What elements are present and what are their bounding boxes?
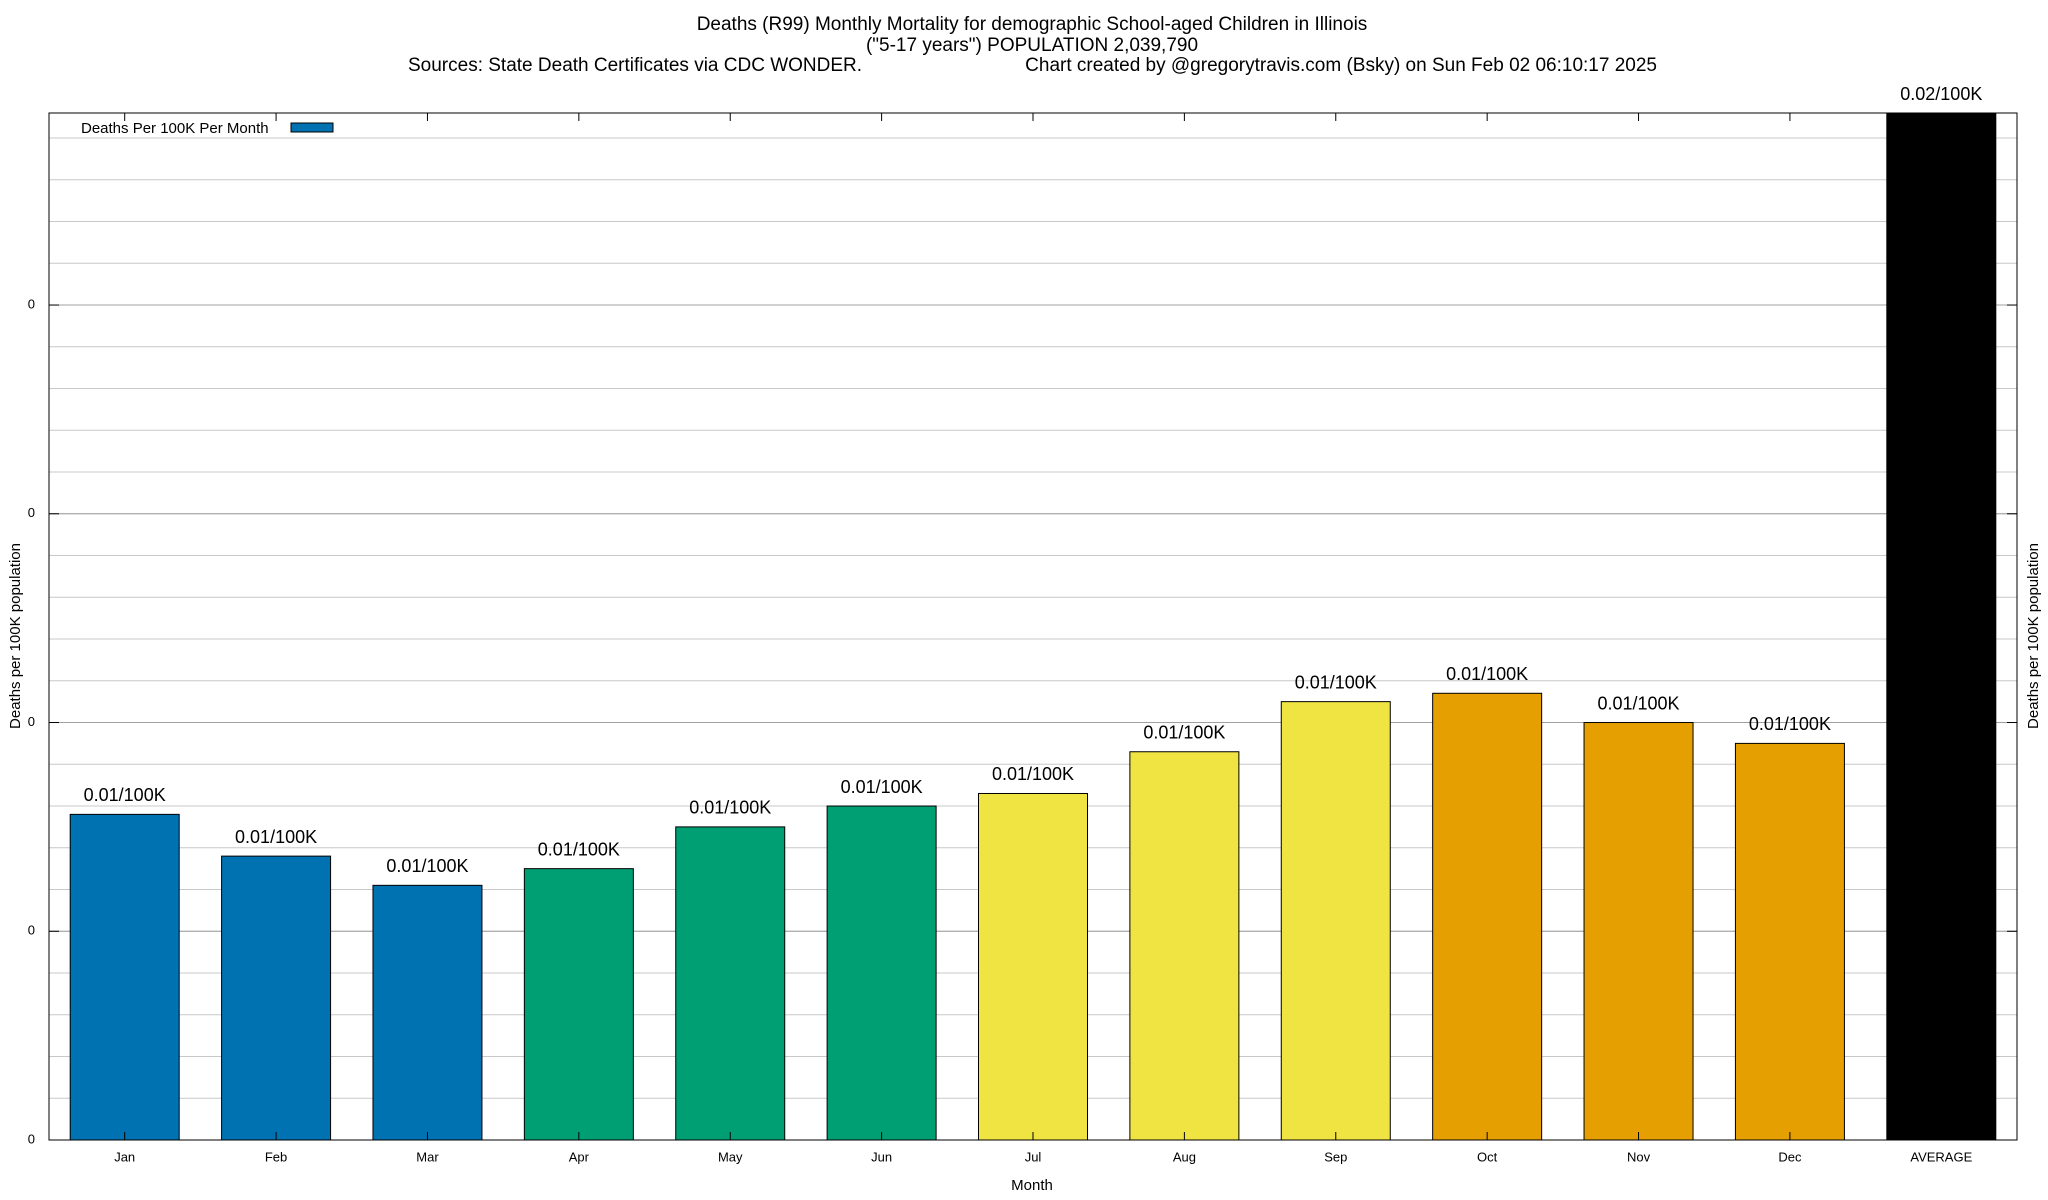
data-label: 0.01/100K bbox=[235, 827, 317, 847]
data-label: 0.01/100K bbox=[992, 764, 1074, 784]
y-tick-label: 0 bbox=[28, 1131, 35, 1146]
y-tick-label: 0 bbox=[28, 505, 35, 520]
data-label: 0.01/100K bbox=[386, 856, 468, 876]
x-tick-label: Aug bbox=[1173, 1149, 1196, 1164]
legend-swatch bbox=[290, 122, 334, 133]
bar bbox=[675, 826, 786, 1141]
plot-frame bbox=[48, 112, 2018, 1141]
x-axis-label: Month bbox=[1011, 1177, 1053, 1194]
source: Sources: State Death Certificates via CD… bbox=[408, 55, 862, 76]
bar bbox=[1432, 692, 1543, 1141]
y-tick-label: 0 bbox=[28, 923, 35, 938]
bar bbox=[1734, 742, 1845, 1141]
y-tick-label: 0 bbox=[28, 296, 35, 311]
data-label: 0.01/100K bbox=[1143, 722, 1225, 742]
data-label: 0.01/100K bbox=[1749, 714, 1831, 734]
y2-axis-label: Deaths per 100K population bbox=[2025, 543, 2042, 729]
data-label: 0.01/100K bbox=[689, 798, 771, 818]
bar bbox=[221, 855, 332, 1141]
bar bbox=[523, 868, 634, 1141]
bar bbox=[1886, 112, 1997, 1141]
x-tick-label: May bbox=[718, 1149, 743, 1164]
data-label: 0.01/100K bbox=[1295, 672, 1377, 692]
x-tick-label: Jul bbox=[1025, 1149, 1042, 1164]
bar bbox=[978, 792, 1088, 1141]
y-axis-label: Deaths per 100K population bbox=[7, 543, 24, 729]
x-tick-label: Dec bbox=[1778, 1149, 1802, 1164]
x-tick-label: Sep bbox=[1324, 1149, 1347, 1164]
bar bbox=[1280, 701, 1391, 1141]
x-tick-label: Apr bbox=[569, 1149, 590, 1164]
bar bbox=[1129, 751, 1240, 1141]
chart-title: Deaths (R99) Monthly Mortality for demog… bbox=[697, 14, 1368, 35]
legend-label: Deaths Per 100K Per Month bbox=[81, 120, 269, 137]
data-label: 0.01/100K bbox=[1597, 693, 1679, 713]
data-label: 0.01/100K bbox=[538, 839, 620, 859]
bar bbox=[69, 813, 180, 1141]
data-label: 0.02/100K bbox=[1900, 84, 1982, 104]
bar bbox=[372, 884, 483, 1141]
data-label: 0.01/100K bbox=[84, 785, 166, 805]
data-label: 0.01/100K bbox=[841, 777, 923, 797]
bar bbox=[826, 805, 937, 1141]
x-tick-label: Mar bbox=[416, 1149, 439, 1164]
chart-subtitle: ("5-17 years") POPULATION 2,039,790 bbox=[866, 35, 1198, 56]
x-tick-label: Feb bbox=[265, 1149, 287, 1164]
x-tick-label: Nov bbox=[1627, 1149, 1651, 1164]
y-tick-label: 0 bbox=[28, 714, 35, 729]
x-tick-label: Jan bbox=[114, 1149, 135, 1164]
bar bbox=[1583, 722, 1694, 1141]
credit: Chart created by @gregorytravis.com (Bsk… bbox=[1025, 55, 1657, 76]
x-tick-label: AVERAGE bbox=[1910, 1149, 1972, 1164]
data-label: 0.01/100K bbox=[1446, 664, 1528, 684]
x-tick-label: Jun bbox=[871, 1149, 892, 1164]
x-tick-label: Oct bbox=[1477, 1149, 1498, 1164]
